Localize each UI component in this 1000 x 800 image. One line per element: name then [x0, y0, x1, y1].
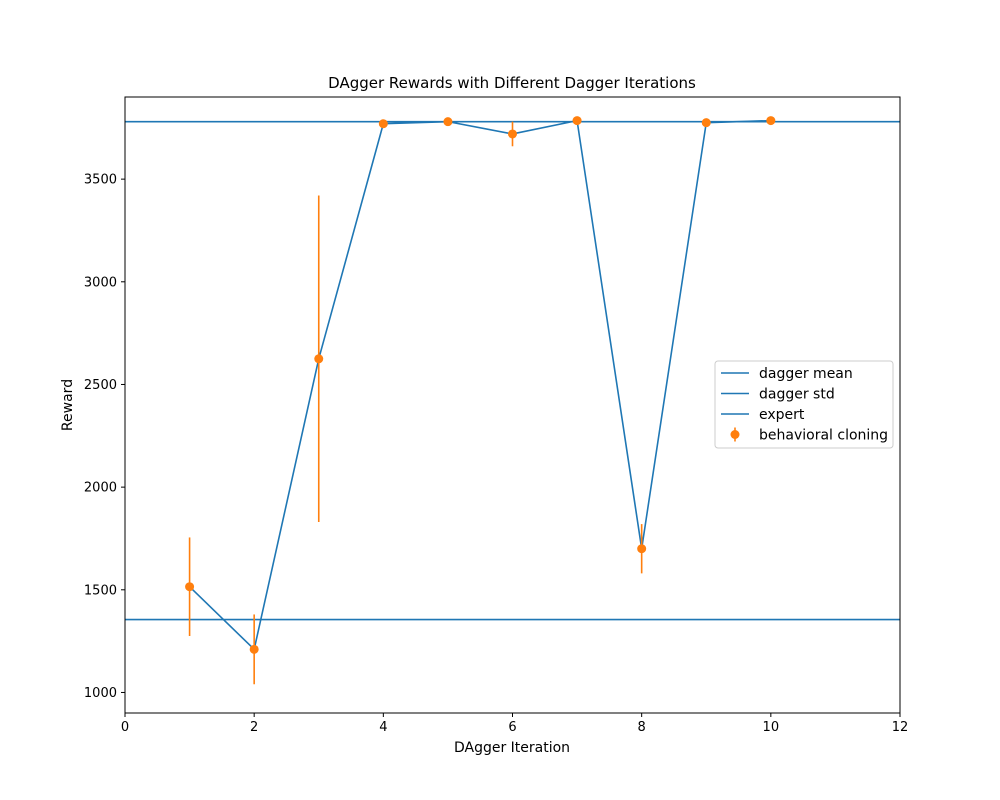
legend-label: expert — [759, 407, 805, 423]
legend-label: dagger mean — [759, 366, 853, 382]
data-point — [637, 544, 647, 554]
legend-marker — [730, 430, 740, 439]
data-point — [314, 354, 324, 364]
x-tick-label: 6 — [508, 720, 516, 735]
data-point — [443, 117, 453, 127]
legend: dagger mean dagger std expert behavioral cl… — [714, 360, 894, 449]
data-point — [185, 582, 195, 592]
x-tick-label: 0 — [121, 720, 129, 735]
x-tick-label: 12 — [892, 720, 909, 735]
y-tick-label: 3000 — [84, 275, 117, 290]
y-tick-label: 2000 — [84, 481, 117, 496]
x-tick-label: 8 — [638, 720, 646, 735]
data-point — [701, 118, 711, 128]
legend-box — [714, 360, 894, 449]
dagger-mean-line — [189, 119, 771, 651]
x-axis-title: DAgger Iteration — [454, 740, 570, 756]
axes: 0 2 4 6 8 10 12 1000 1500 2000 2500 3000 3500 — [84, 173, 908, 735]
legend-label: behavioral cloning — [759, 428, 888, 444]
data-point — [508, 129, 517, 139]
chart-title: DAgger Rewards with Different Dagger Ite… — [328, 74, 696, 92]
x-tick-label: 2 — [250, 720, 258, 735]
y-axis-title: Reward — [60, 379, 76, 431]
y-tick-label: 3500 — [84, 173, 117, 188]
data-point — [249, 644, 259, 654]
x-tick-label: 10 — [763, 720, 780, 735]
y-tick-label: 1500 — [84, 583, 117, 598]
y-tick-label: 2500 — [84, 378, 117, 393]
data-point — [572, 116, 582, 126]
x-tick-label: 4 — [379, 720, 387, 735]
plot-area — [125, 116, 900, 685]
data-point — [378, 119, 388, 129]
y-tick-label: 1000 — [84, 686, 117, 701]
data-point — [766, 116, 776, 126]
legend-label: dagger std — [759, 387, 835, 403]
